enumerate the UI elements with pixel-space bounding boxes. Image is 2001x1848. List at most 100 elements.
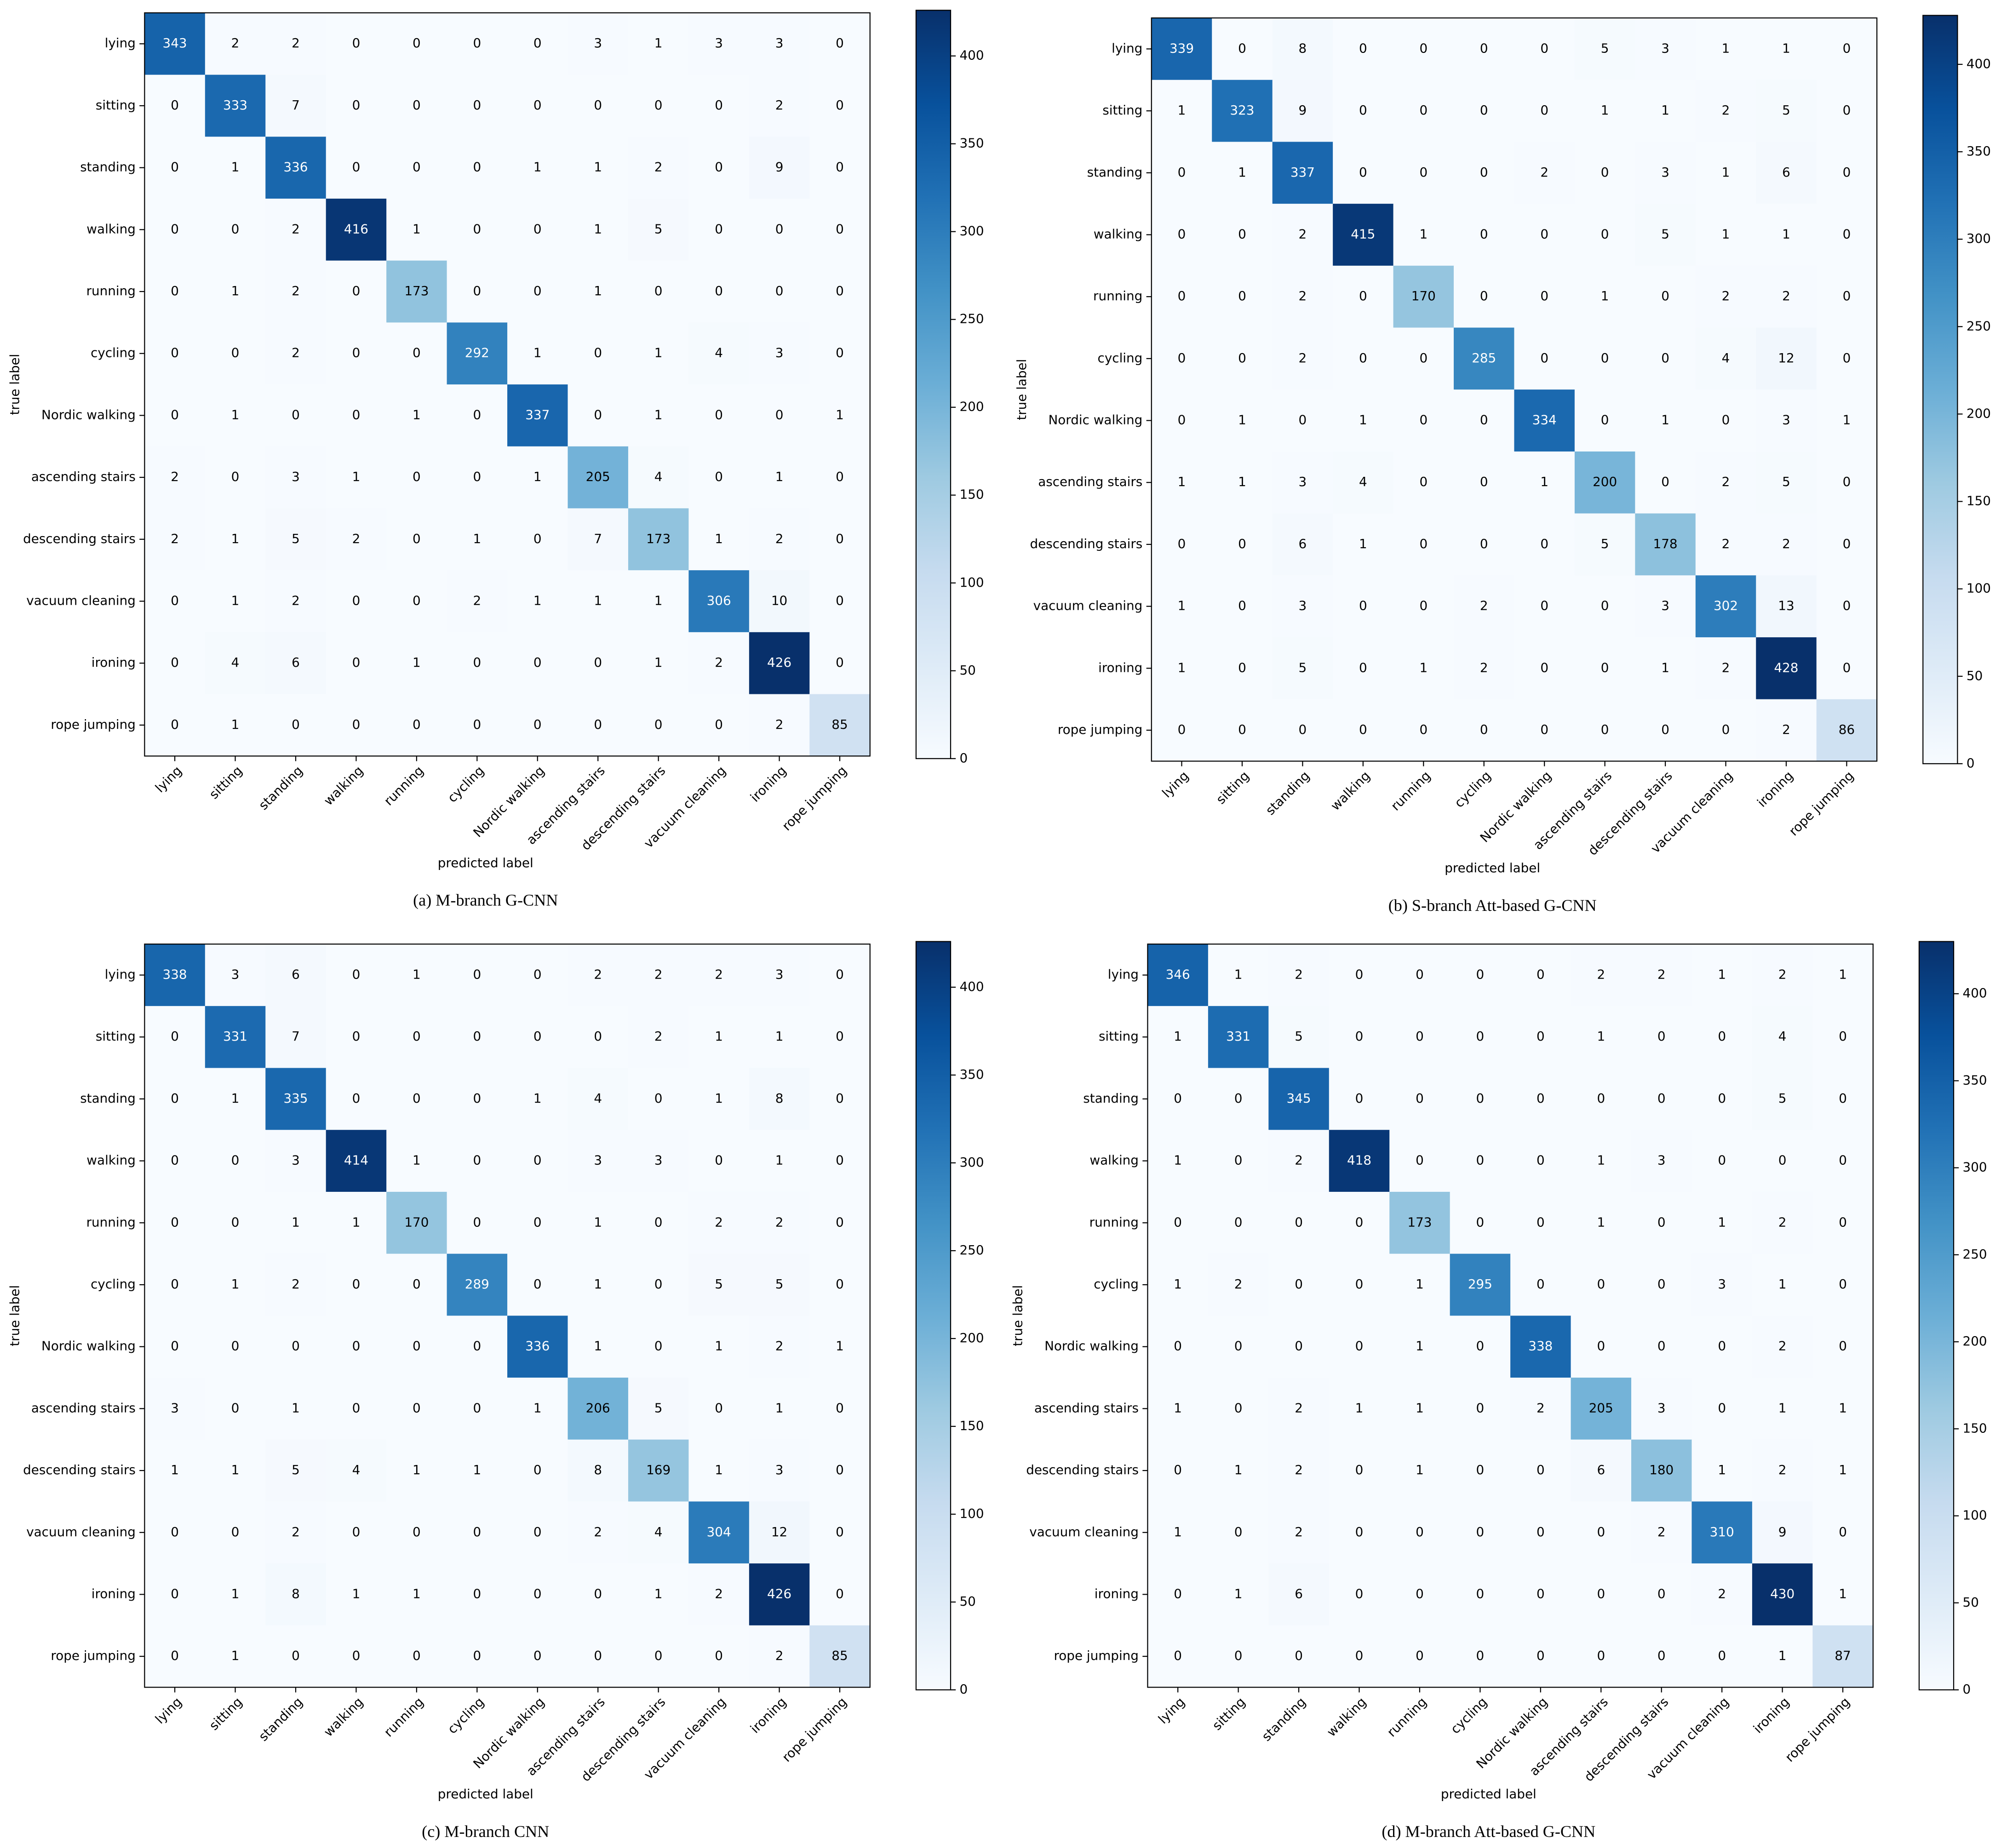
- cell: [1147, 1439, 1209, 1502]
- cell-value: 0: [413, 1524, 421, 1539]
- cell-value: 0: [1718, 1400, 1726, 1415]
- cell: [447, 384, 508, 447]
- cell: [1756, 451, 1817, 514]
- cell: [1333, 327, 1394, 390]
- cell: [1631, 1130, 1692, 1192]
- cell-value: 200: [1593, 474, 1617, 489]
- cell: [507, 694, 568, 757]
- cell-value: 7: [292, 97, 300, 113]
- cell: [809, 1253, 871, 1316]
- y-tick-label: running: [86, 1214, 136, 1230]
- cell: [1389, 1130, 1451, 1192]
- cell: [1695, 265, 1757, 328]
- cell: [265, 1563, 327, 1626]
- cell: [1212, 513, 1273, 576]
- cell: [1571, 1191, 1632, 1254]
- cell: [568, 1130, 629, 1192]
- cell: [809, 12, 871, 75]
- cell: [386, 570, 447, 633]
- cell: [507, 1563, 568, 1626]
- cell: [1756, 18, 1817, 80]
- cell-value: 1: [352, 469, 361, 484]
- cell: [144, 1316, 206, 1378]
- cell: [749, 1068, 810, 1131]
- cell: [1151, 389, 1213, 452]
- cell-value: 0: [1597, 1091, 1605, 1106]
- cell-value: 0: [1355, 1524, 1364, 1539]
- cell: [144, 1501, 206, 1564]
- caption: (c) M-branch CNN: [422, 1822, 549, 1841]
- cell-value: 0: [1537, 1462, 1545, 1477]
- cell: [1454, 204, 1515, 266]
- cell: [809, 944, 871, 1007]
- cell: [1389, 1378, 1451, 1440]
- cell-value: 1: [1661, 660, 1669, 675]
- cell: [447, 1625, 508, 1688]
- cell: [507, 12, 568, 75]
- y-tick-label: ironing: [1095, 1586, 1139, 1601]
- cell: [809, 137, 871, 199]
- cell: [1147, 1625, 1209, 1688]
- cell-value: 1: [1238, 474, 1246, 489]
- cell: [1574, 513, 1636, 576]
- cell: [507, 1253, 568, 1316]
- cell-value: 0: [352, 593, 361, 608]
- cell: [326, 1563, 387, 1626]
- cell-value: 0: [231, 1400, 240, 1415]
- cell-value: 1: [231, 531, 240, 546]
- cell-value: 292: [465, 345, 489, 360]
- cell-value: 0: [1238, 288, 1246, 303]
- cell: [1695, 699, 1757, 762]
- caption: (d) M-branch Att-based G-CNN: [1382, 1822, 1595, 1841]
- cell: [628, 198, 689, 261]
- cell: [1691, 1068, 1753, 1131]
- cell-value: 0: [1657, 1276, 1666, 1292]
- cell-value: 0: [1601, 722, 1609, 737]
- cell-value: 2: [473, 593, 481, 608]
- cell: [1635, 265, 1696, 328]
- cell-value: 0: [473, 1153, 481, 1168]
- cell-value: 85: [831, 717, 848, 732]
- cell-value: 3: [171, 1400, 179, 1415]
- cell-value: 8: [292, 1586, 300, 1601]
- cell: [1147, 1316, 1209, 1378]
- cell-value: 2: [1782, 722, 1790, 737]
- cell-value: 5: [292, 1462, 300, 1477]
- colorbar-tick-label: 0: [1967, 755, 1975, 771]
- cell-value: 3: [594, 1153, 602, 1168]
- cell: [688, 1191, 750, 1254]
- cell: [507, 508, 568, 571]
- cell: [326, 198, 387, 261]
- cell: [1268, 1439, 1330, 1502]
- cell: [1510, 1439, 1571, 1502]
- cell-value: 0: [231, 1524, 240, 1539]
- cell: [628, 1253, 689, 1316]
- cell: [1510, 1316, 1571, 1378]
- cell-value: 5: [1661, 226, 1669, 241]
- cell: [326, 1501, 387, 1564]
- cell: [1514, 18, 1575, 80]
- cell: [144, 260, 206, 323]
- cell-value: 0: [715, 97, 723, 113]
- cell: [447, 1563, 508, 1626]
- cell: [386, 1563, 447, 1626]
- cell-value: 4: [1359, 474, 1367, 489]
- cell: [1450, 1130, 1511, 1192]
- cell: [568, 384, 629, 447]
- cell: [568, 446, 629, 509]
- cell-value: 0: [473, 1091, 481, 1106]
- cell-value: 0: [413, 593, 421, 608]
- cell: [749, 137, 810, 199]
- cell-value: 0: [352, 160, 361, 175]
- cell-value: 4: [715, 345, 723, 360]
- cell-value: 0: [473, 1029, 481, 1044]
- cell-value: 0: [473, 35, 481, 51]
- cell-value: 2: [1722, 660, 1730, 675]
- cell-value: 0: [533, 531, 542, 546]
- cell: [507, 632, 568, 695]
- cell-value: 1: [413, 967, 421, 982]
- cell-value: 2: [1722, 103, 1730, 118]
- cell: [386, 198, 447, 261]
- cell-value: 0: [1480, 722, 1488, 737]
- cell: [1151, 513, 1213, 576]
